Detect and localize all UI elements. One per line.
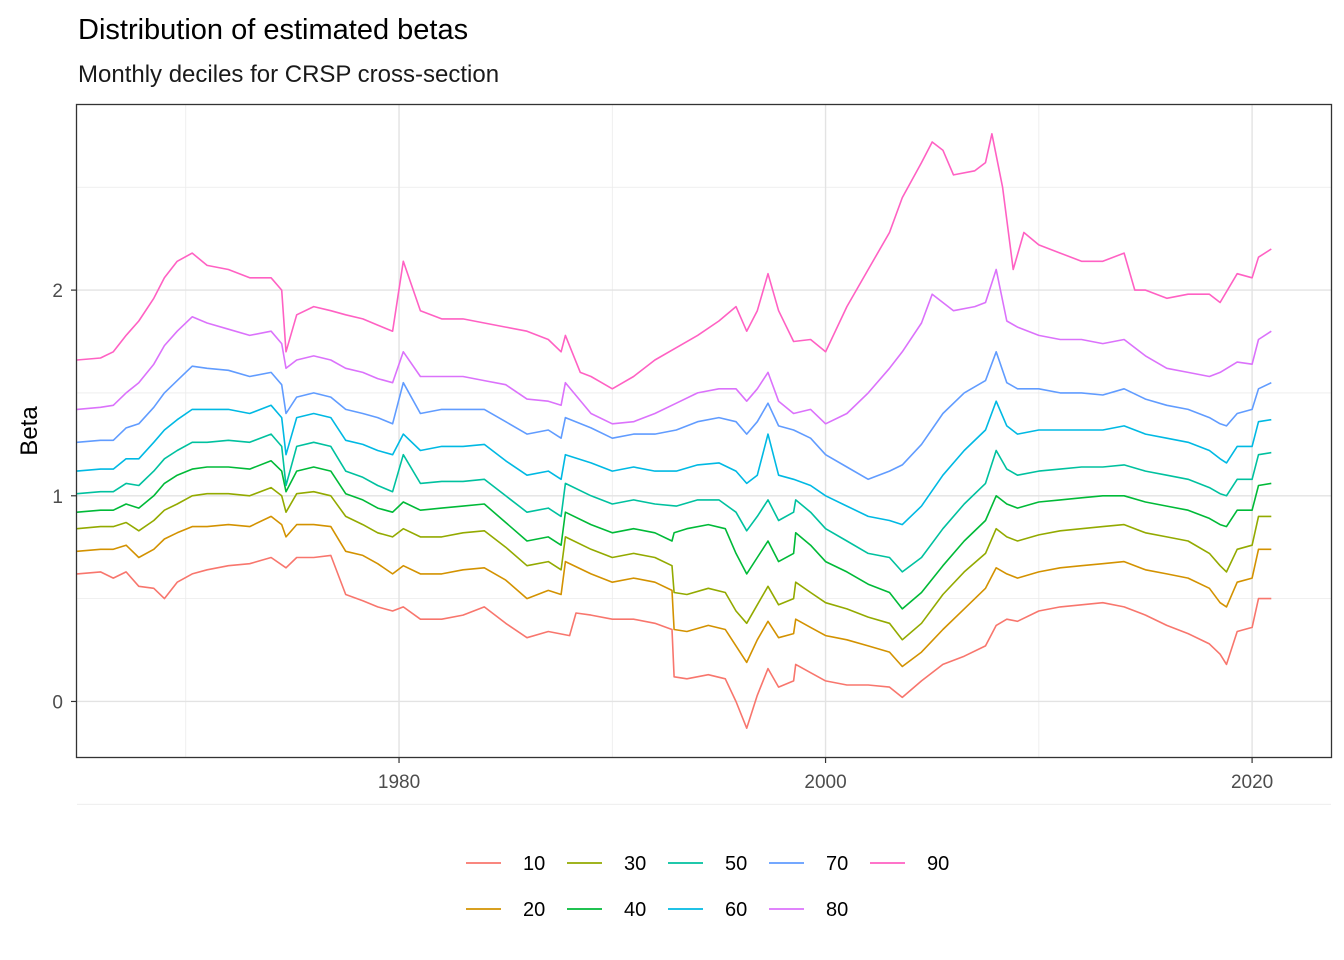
y-axis: 0 1 2 <box>52 281 77 713</box>
chart-title: Distribution of estimated betas <box>78 14 469 46</box>
series-line-50 <box>76 433 1272 573</box>
series-line-60 <box>76 400 1272 526</box>
legend: 10 20 30 40 50 60 70 80 90 <box>466 853 949 921</box>
x-tick-label: 2000 <box>804 772 846 793</box>
series-line-90 <box>76 133 1272 390</box>
series-line-20 <box>76 515 1272 668</box>
legend-item-80: 80 <box>769 899 848 921</box>
legend-label-40: 40 <box>624 899 646 921</box>
grid-minor <box>77 105 1331 805</box>
x-tick-label: 1980 <box>378 772 420 793</box>
legend-item-50: 50 <box>668 853 747 875</box>
series-line-80 <box>76 268 1272 425</box>
series-line-10 <box>76 554 1272 729</box>
series-line-40 <box>76 460 1272 610</box>
legend-label-60: 60 <box>725 899 747 921</box>
legend-item-90: 90 <box>870 853 949 875</box>
y-tick-label: 0 <box>52 692 63 713</box>
legend-label-70: 70 <box>826 853 848 875</box>
chart-subtitle: Monthly deciles for CRSP cross-section <box>78 61 500 88</box>
y-tick-label: 1 <box>52 487 63 508</box>
legend-label-90: 90 <box>927 853 949 875</box>
legend-item-20: 20 <box>466 899 545 921</box>
series-line-30 <box>76 486 1272 641</box>
x-tick-label: 2020 <box>1231 772 1273 793</box>
plot-panel-border <box>75 103 1333 759</box>
grid-major <box>77 105 1331 757</box>
y-axis-title: Beta <box>16 406 43 456</box>
legend-label-80: 80 <box>826 899 848 921</box>
legend-label-20: 20 <box>523 899 545 921</box>
series-line-70 <box>76 351 1272 481</box>
legend-item-70: 70 <box>769 853 848 875</box>
legend-label-30: 30 <box>624 853 646 875</box>
legend-item-10: 10 <box>466 853 545 875</box>
series-lines <box>76 133 1272 729</box>
x-axis: 1980 2000 2020 <box>378 757 1273 793</box>
legend-item-30: 30 <box>567 853 646 875</box>
legend-item-40: 40 <box>567 899 646 921</box>
y-tick-label: 2 <box>52 281 63 302</box>
legend-label-50: 50 <box>725 853 747 875</box>
legend-label-10: 10 <box>523 853 545 875</box>
legend-item-60: 60 <box>668 899 747 921</box>
